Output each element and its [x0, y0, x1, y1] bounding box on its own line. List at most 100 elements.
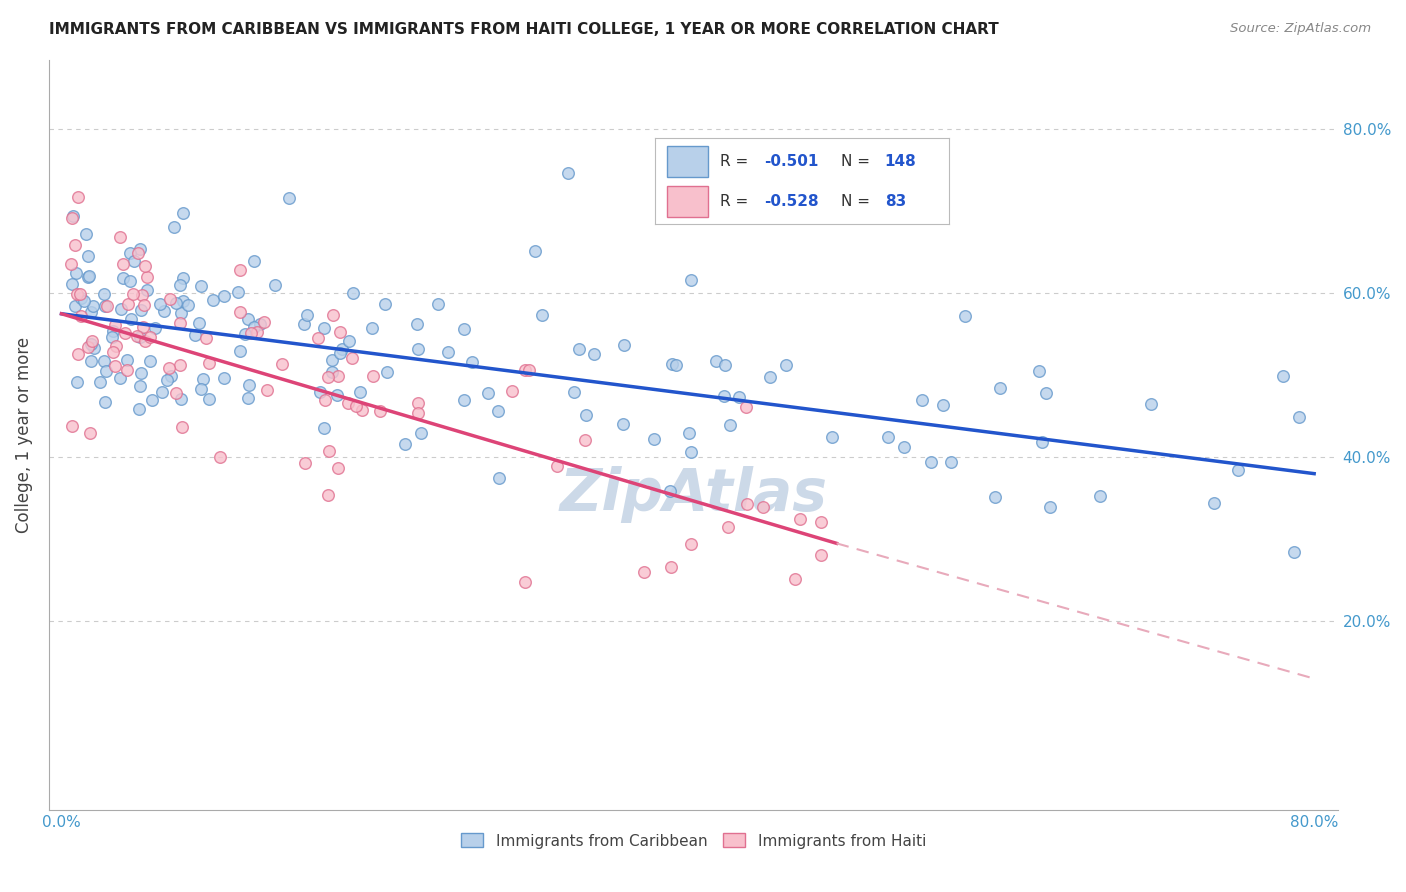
Point	[120, 274, 142, 288]
Point	[436, 344, 458, 359]
Point	[1271, 368, 1294, 383]
Point	[718, 417, 741, 432]
Point	[717, 520, 740, 534]
Point	[128, 330, 150, 344]
Point	[129, 242, 152, 256]
Point	[212, 289, 235, 303]
Point	[184, 328, 207, 343]
Point	[66, 287, 89, 301]
Point	[661, 357, 683, 371]
Point	[73, 293, 96, 308]
Point	[129, 303, 152, 318]
Point	[177, 298, 200, 312]
Point	[312, 421, 335, 435]
Point	[65, 267, 87, 281]
Point	[633, 565, 655, 579]
Point	[172, 205, 194, 219]
Point	[249, 318, 271, 332]
Y-axis label: College, 1 year or more: College, 1 year or more	[15, 336, 32, 533]
Point	[775, 358, 797, 372]
Point	[411, 426, 433, 441]
Point	[342, 286, 364, 301]
Point	[187, 316, 209, 330]
Point	[557, 166, 579, 180]
Point	[112, 257, 135, 271]
Point	[1039, 500, 1062, 515]
Point	[115, 363, 138, 377]
Point	[190, 279, 212, 293]
Point	[477, 386, 499, 401]
Point	[375, 365, 398, 379]
Legend: Immigrants from Caribbean, Immigrants from Haiti: Immigrants from Caribbean, Immigrants fr…	[454, 828, 932, 855]
Point	[136, 283, 159, 297]
Point	[374, 297, 396, 311]
Point	[129, 366, 152, 380]
Point	[62, 418, 84, 433]
Point	[243, 253, 266, 268]
Point	[193, 372, 215, 386]
Point	[132, 320, 155, 334]
Point	[238, 377, 260, 392]
Point	[94, 364, 117, 378]
Point	[117, 297, 139, 311]
Point	[170, 306, 193, 320]
Point	[789, 511, 811, 525]
Point	[893, 440, 915, 454]
Point	[80, 337, 103, 351]
Point	[1088, 489, 1111, 503]
Point	[659, 483, 682, 498]
Point	[132, 298, 155, 312]
Point	[295, 308, 318, 322]
Point	[911, 392, 934, 407]
Text: N =: N =	[841, 194, 875, 209]
Point	[149, 297, 172, 311]
Point	[1035, 386, 1057, 401]
Point	[264, 277, 287, 292]
Point	[239, 326, 262, 340]
Point	[156, 373, 179, 387]
Point	[679, 444, 702, 458]
Point	[513, 574, 536, 589]
Point	[524, 244, 547, 258]
Text: N =: N =	[841, 153, 875, 169]
Point	[70, 309, 93, 323]
Point	[111, 271, 134, 285]
Point	[69, 291, 91, 305]
Point	[714, 358, 737, 372]
Point	[531, 308, 554, 322]
Point	[752, 500, 775, 514]
Point	[60, 277, 83, 291]
Point	[233, 327, 256, 342]
Point	[228, 343, 250, 358]
Point	[661, 560, 683, 574]
Point	[209, 450, 232, 465]
Point	[1226, 463, 1249, 477]
Point	[517, 363, 540, 377]
Point	[810, 549, 832, 563]
Point	[160, 369, 183, 384]
Point	[453, 393, 475, 408]
Point	[138, 354, 160, 368]
Point	[135, 270, 157, 285]
Point	[60, 257, 83, 271]
Point	[163, 220, 186, 235]
Point	[501, 384, 523, 398]
Point	[198, 356, 221, 370]
Point	[513, 363, 536, 377]
Point	[104, 318, 127, 332]
Point	[612, 417, 634, 431]
Point	[77, 340, 100, 354]
Point	[165, 385, 187, 400]
Point	[105, 339, 128, 353]
Point	[66, 375, 89, 389]
Point	[82, 334, 104, 348]
Point	[243, 320, 266, 334]
Point	[307, 330, 329, 344]
Text: 148: 148	[884, 153, 917, 169]
Point	[734, 401, 756, 415]
Point	[82, 299, 104, 313]
Point	[727, 390, 749, 404]
Point	[93, 354, 115, 368]
Point	[63, 299, 86, 313]
Point	[575, 409, 598, 423]
